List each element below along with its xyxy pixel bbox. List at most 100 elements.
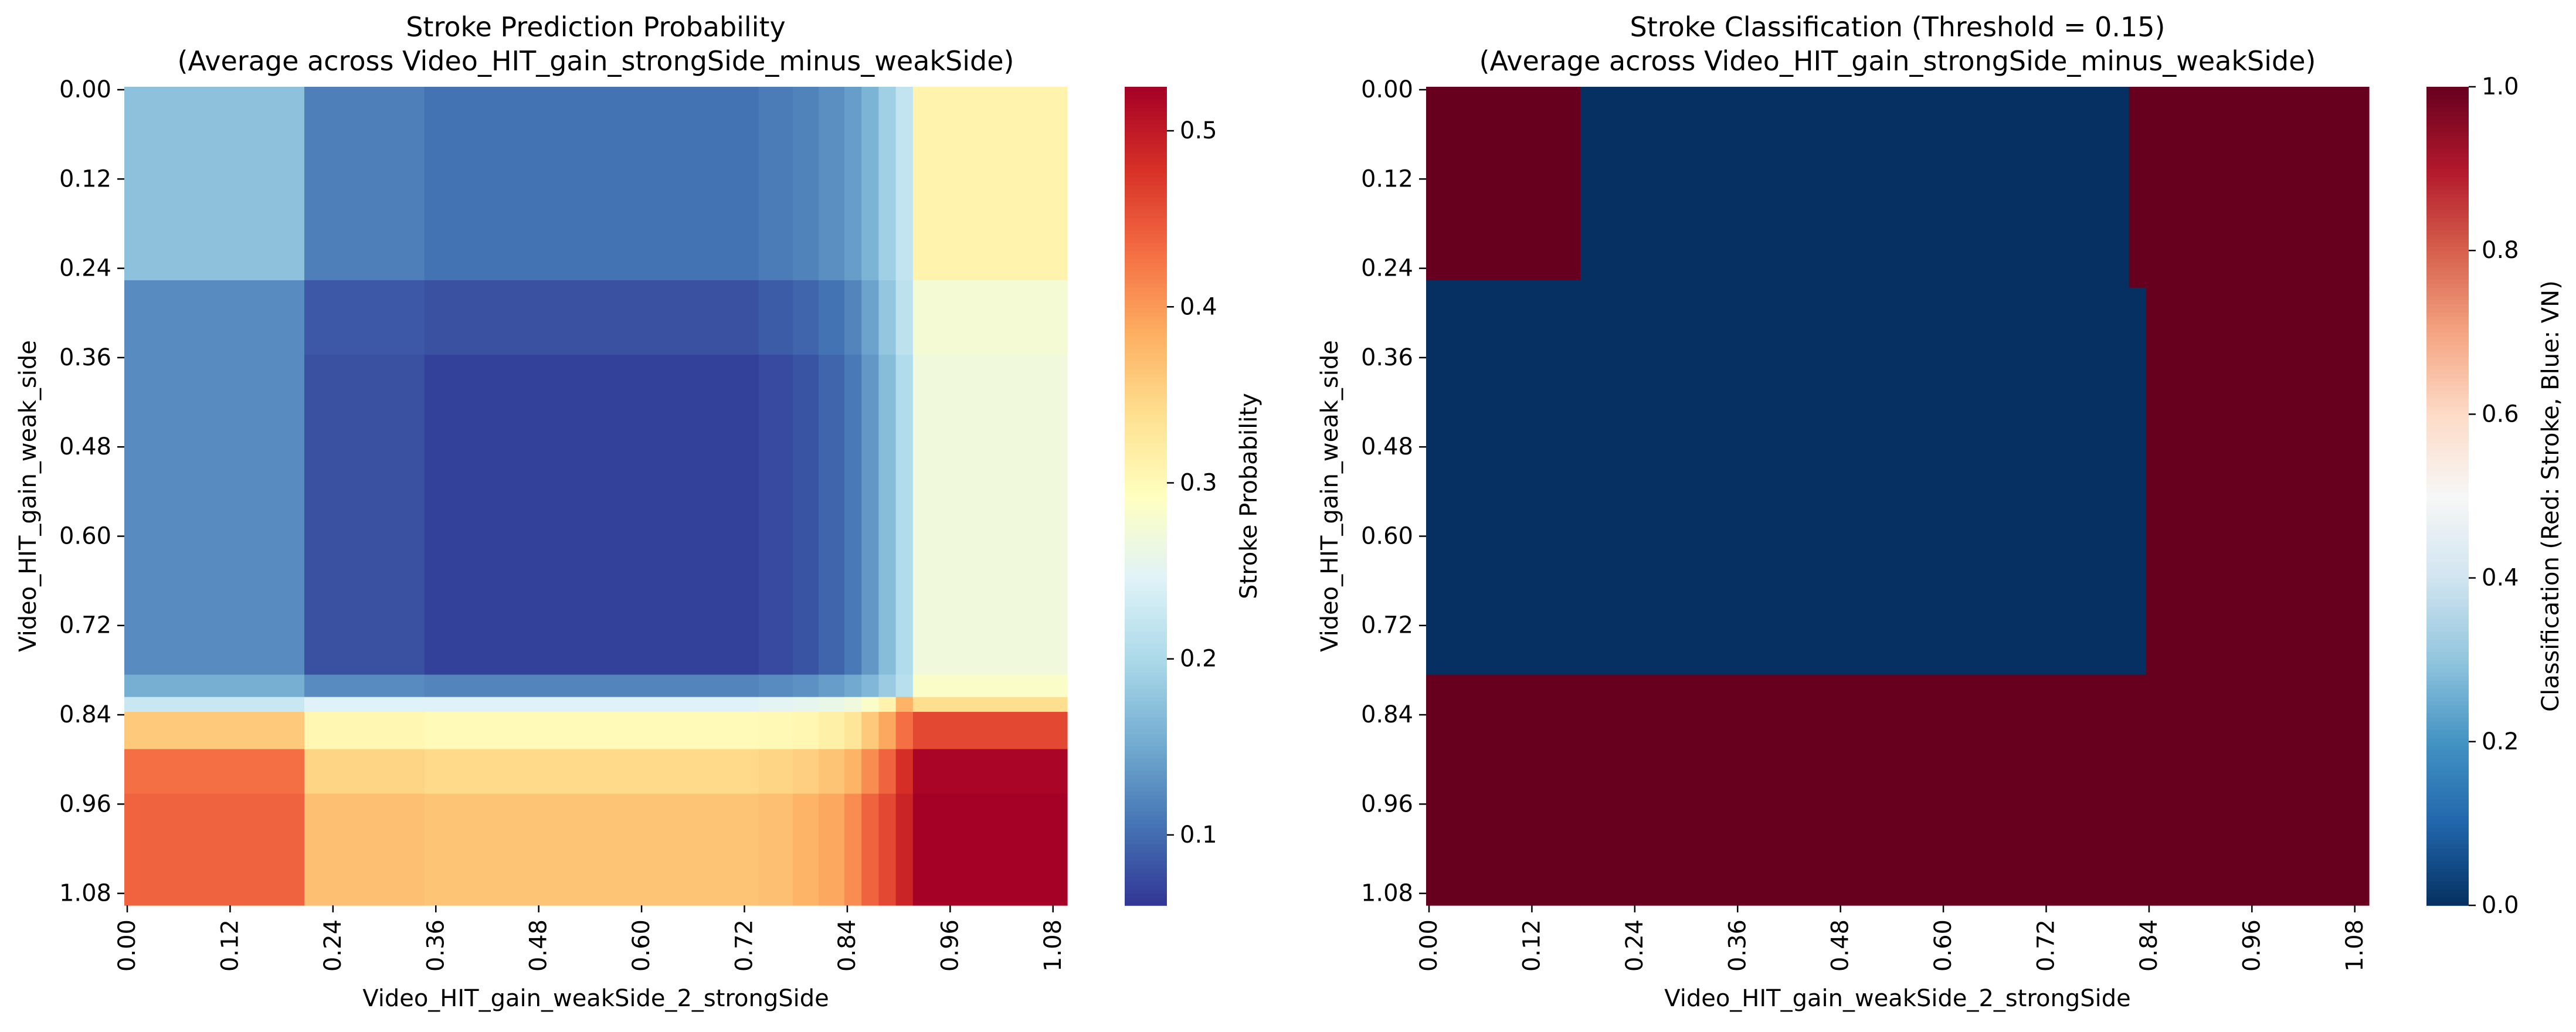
colorbar-segment bbox=[1125, 668, 1167, 673]
colorbar-segment bbox=[2426, 836, 2469, 841]
colorbar-segment bbox=[2426, 271, 2469, 276]
colorbar-segment bbox=[1125, 242, 1167, 247]
colorbar-segment bbox=[1125, 307, 1167, 313]
colorbar-segment bbox=[2426, 578, 2469, 583]
colorbar-segment bbox=[2426, 778, 2469, 783]
x-tick-label: 0.84 bbox=[834, 919, 861, 972]
colorbar-tick-label: 0.8 bbox=[2482, 237, 2519, 264]
colorbar-segment bbox=[1125, 267, 1167, 271]
y-tick-label: 0.72 bbox=[59, 612, 111, 639]
colorbar-segment bbox=[1125, 287, 1167, 292]
colorbar-segment bbox=[2426, 340, 2469, 345]
heatmap-cell bbox=[878, 674, 897, 698]
colorbar-segment bbox=[2426, 790, 2469, 796]
heatmap-cell bbox=[861, 697, 879, 712]
colorbar-segment bbox=[2426, 484, 2469, 488]
heatmap-cell bbox=[793, 749, 819, 795]
x-tick-label: 0.24 bbox=[320, 919, 347, 972]
colorbar-segment bbox=[2426, 406, 2469, 411]
colorbar-segment bbox=[2426, 508, 2469, 513]
colorbar-segment bbox=[1125, 844, 1167, 849]
heatmap-cell bbox=[1580, 295, 2113, 675]
heatmap-cell bbox=[793, 674, 819, 698]
colorbar-segment bbox=[1125, 103, 1167, 108]
colorbar-segment bbox=[1125, 328, 1167, 333]
colorbar-segment bbox=[1125, 480, 1167, 484]
heatmap-cell bbox=[861, 354, 879, 675]
colorbar-segment bbox=[1125, 357, 1167, 362]
colorbar-segment bbox=[1125, 352, 1167, 358]
colorbar-segment bbox=[1125, 753, 1167, 759]
x-tick-label: 0.72 bbox=[2033, 919, 2060, 972]
colorbar-segment bbox=[1125, 795, 1167, 800]
colorbar-segment bbox=[2426, 619, 2469, 624]
colorbar-segment bbox=[2426, 697, 2469, 701]
x-tick-label: 0.48 bbox=[1827, 919, 1854, 972]
colorbar-segment bbox=[1125, 881, 1167, 885]
colorbar-segment bbox=[2426, 712, 2469, 718]
heatmap-cell bbox=[2112, 674, 2130, 906]
colorbar-segment bbox=[2426, 692, 2469, 697]
colorbar-segment bbox=[1125, 393, 1167, 399]
colorbar-segment bbox=[1125, 680, 1167, 685]
colorbar-segment bbox=[1125, 127, 1167, 133]
colorbar-segment bbox=[2426, 557, 2469, 562]
heatmap-cell bbox=[819, 712, 845, 750]
colorbar-segment bbox=[1125, 815, 1167, 820]
heatmap-cell bbox=[304, 793, 425, 906]
colorbar-segment bbox=[1125, 230, 1167, 235]
y-axis-label: Video_HIT_gain_weak_side bbox=[15, 340, 42, 652]
colorbar-segment bbox=[1125, 447, 1167, 452]
colorbar-segment bbox=[2426, 668, 2469, 673]
heatmap-cell bbox=[424, 87, 759, 281]
colorbar-segment bbox=[2426, 152, 2469, 157]
colorbar-segment bbox=[1125, 254, 1167, 259]
colorbar-segment bbox=[1125, 406, 1167, 411]
heatmap-cell bbox=[793, 280, 819, 355]
colorbar-segment bbox=[1125, 365, 1167, 370]
colorbar-segment bbox=[1125, 324, 1167, 329]
colorbar-segment bbox=[2426, 443, 2469, 448]
colorbar-segment bbox=[1125, 745, 1167, 751]
colorbar-segment bbox=[2426, 606, 2469, 612]
colorbar-segment bbox=[2426, 115, 2469, 120]
colorbar-segment bbox=[2426, 357, 2469, 362]
colorbar-segment bbox=[2426, 189, 2469, 194]
colorbar-segment bbox=[1125, 885, 1167, 890]
colorbar-segment bbox=[1125, 496, 1167, 501]
colorbar-segment bbox=[1125, 590, 1167, 595]
colorbar-segment bbox=[1125, 758, 1167, 763]
heatmap-cell bbox=[819, 674, 845, 698]
heatmap-cell bbox=[124, 712, 305, 750]
heatmap-cells bbox=[124, 87, 1068, 906]
colorbar-segment bbox=[1125, 99, 1167, 104]
heatmap-panel-1: 0.00 0.12 0.24 0.36 0.48 0.60 0.72 0.84 0.96 1.08… bbox=[15, 11, 1262, 1012]
colorbar-segment bbox=[1125, 410, 1167, 415]
colorbar-segment bbox=[2426, 279, 2469, 284]
colorbar-segment bbox=[1125, 250, 1167, 255]
colorbar-segment bbox=[2426, 573, 2469, 579]
colorbar-segment bbox=[1125, 176, 1167, 182]
colorbar-segment bbox=[2426, 553, 2469, 558]
colorbar-segment bbox=[2426, 176, 2469, 182]
colorbar-segment bbox=[2426, 868, 2469, 873]
colorbar-segment bbox=[1125, 524, 1167, 529]
colorbar-segment bbox=[2426, 140, 2469, 145]
x-tick-label: 0.00 bbox=[1416, 919, 1443, 972]
colorbar-segment bbox=[1125, 573, 1167, 579]
colorbar-segment bbox=[2426, 299, 2469, 304]
colorbar-segment bbox=[1125, 553, 1167, 558]
y-tick-label: 0.36 bbox=[59, 344, 111, 371]
heatmap-cell bbox=[304, 749, 425, 795]
colorbar-segment bbox=[2426, 447, 2469, 452]
colorbar-segment bbox=[1125, 873, 1167, 877]
colorbar-segment bbox=[2426, 275, 2469, 280]
colorbar-segment bbox=[2426, 795, 2469, 800]
colorbar-label: Stroke Probability bbox=[1236, 393, 1262, 599]
colorbar-segment bbox=[1125, 631, 1167, 636]
heatmap-cell bbox=[912, 674, 1068, 698]
heatmap-cell bbox=[895, 749, 914, 795]
colorbar-segment bbox=[2426, 852, 2469, 857]
colorbar-segment bbox=[1125, 778, 1167, 783]
colorbar-segment bbox=[2426, 315, 2469, 321]
